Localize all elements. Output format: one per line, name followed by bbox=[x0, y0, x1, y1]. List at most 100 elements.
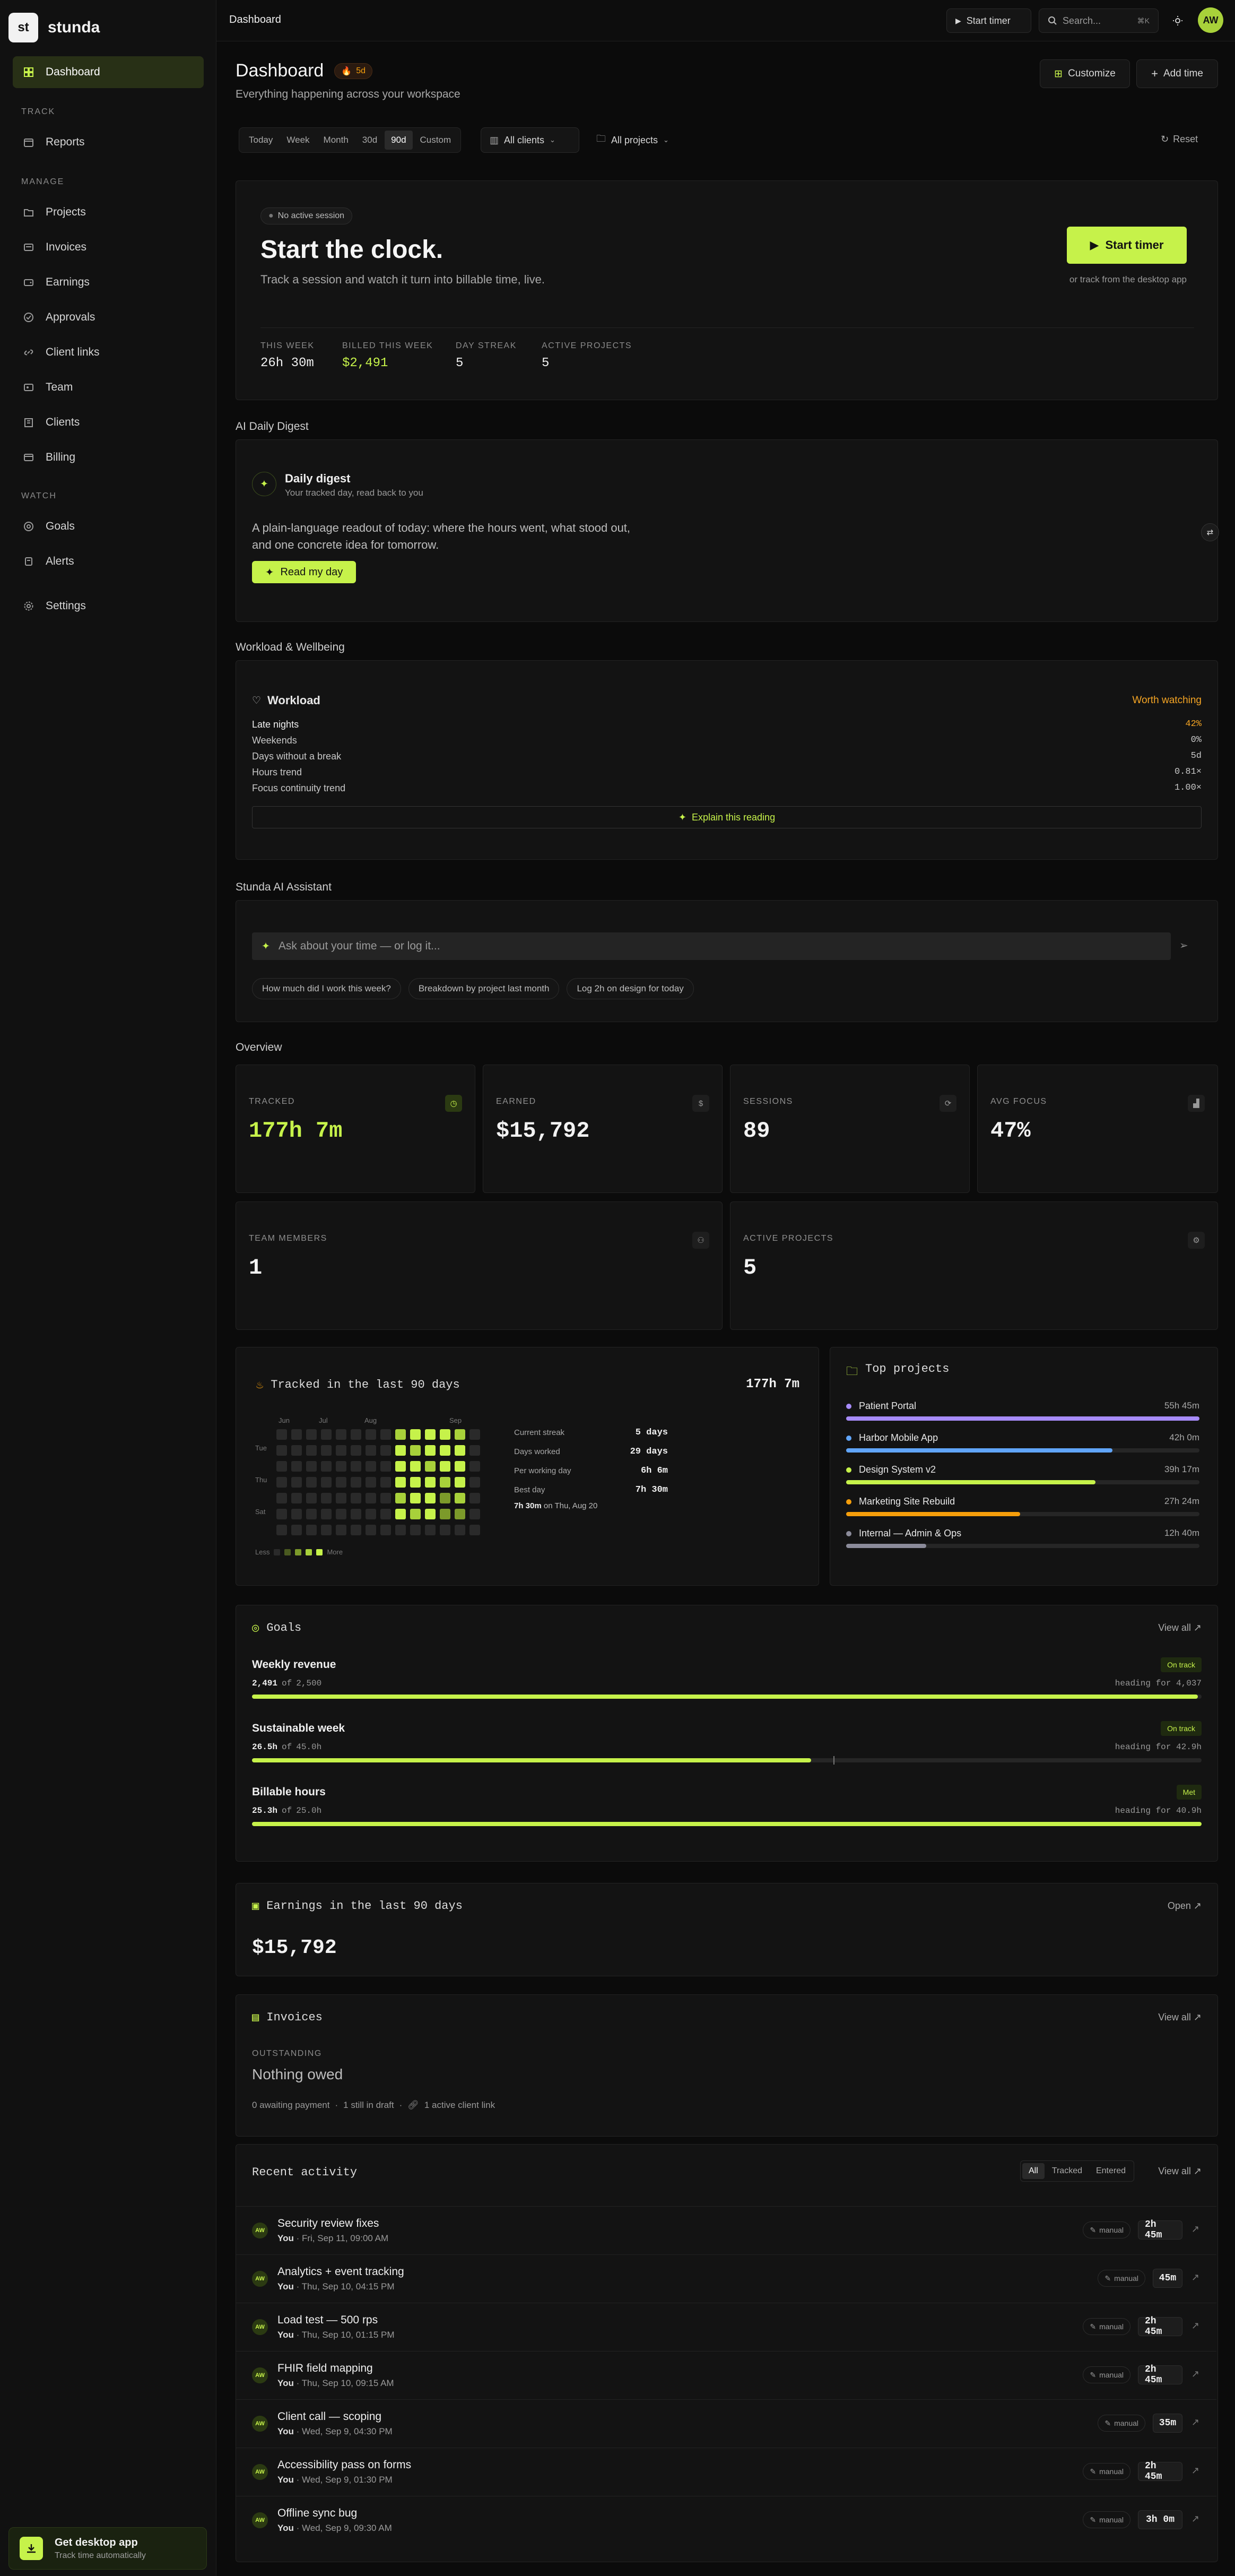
heatmap-cell[interactable] bbox=[425, 1509, 436, 1519]
sidebar-item-client-links[interactable]: Client links bbox=[13, 336, 204, 368]
heatmap-cell[interactable] bbox=[336, 1509, 346, 1519]
open-arrow-icon[interactable]: ↗ bbox=[1191, 2320, 1199, 2331]
activity-row[interactable]: AW Security review fixes You · Fri, Sep 11… bbox=[236, 2206, 1216, 2254]
heatmap-cell[interactable] bbox=[410, 1493, 421, 1503]
heatmap-cell[interactable] bbox=[336, 1445, 346, 1456]
read-my-day-button[interactable]: ✦ Read my day bbox=[252, 561, 356, 583]
range-option[interactable]: Week bbox=[286, 135, 310, 145]
heatmap-cell[interactable] bbox=[291, 1525, 302, 1535]
sidebar-item-earnings[interactable]: Earnings bbox=[13, 266, 204, 298]
heatmap-cell[interactable] bbox=[425, 1493, 436, 1503]
heatmap-cell[interactable] bbox=[291, 1445, 302, 1456]
suggestion-chip[interactable]: How much did I work this week? bbox=[252, 978, 401, 999]
open-arrow-icon[interactable]: ↗ bbox=[1191, 2465, 1199, 2476]
heatmap-cell[interactable] bbox=[455, 1445, 465, 1456]
heatmap-cell[interactable] bbox=[395, 1477, 406, 1488]
activity-row[interactable]: AW Accessibility pass on forms You · Wed, … bbox=[236, 2448, 1216, 2495]
heatmap-cell[interactable] bbox=[410, 1525, 421, 1535]
range-option[interactable]: 30d bbox=[362, 135, 378, 145]
sidebar-item-team[interactable]: Team bbox=[13, 371, 204, 403]
heatmap-cell[interactable] bbox=[469, 1461, 480, 1472]
send-icon[interactable]: ➢ bbox=[1179, 940, 1188, 952]
invoices-view-all-link[interactable]: View all ↗ bbox=[1158, 2012, 1202, 2022]
heatmap-cell[interactable] bbox=[469, 1477, 480, 1488]
activity-row[interactable]: AW FHIR field mapping You · Thu, Sep 10, 0… bbox=[236, 2351, 1216, 2399]
activity-view-all-link[interactable]: View all ↗ bbox=[1158, 2166, 1202, 2176]
heatmap-cell[interactable] bbox=[366, 1461, 376, 1472]
heatmap-cell[interactable] bbox=[380, 1477, 391, 1488]
heatmap-cell[interactable] bbox=[380, 1509, 391, 1519]
hero-start-timer-button[interactable]: ▶ Start timer bbox=[1067, 227, 1187, 264]
heatmap-cell[interactable] bbox=[276, 1525, 287, 1535]
heatmap-cell[interactable] bbox=[366, 1525, 376, 1535]
heatmap-cell[interactable] bbox=[336, 1493, 346, 1503]
heatmap-cell[interactable] bbox=[321, 1525, 332, 1535]
heatmap-cell[interactable] bbox=[321, 1477, 332, 1488]
heatmap-cell[interactable] bbox=[366, 1493, 376, 1503]
reset-filters-button[interactable]: ↻ Reset bbox=[1161, 134, 1198, 145]
heatmap-cell[interactable] bbox=[395, 1445, 406, 1456]
activity-row[interactable]: AW Load test — 500 rps You · Thu, Sep 10, … bbox=[236, 2303, 1216, 2350]
clients-dropdown[interactable]: ▥ All clients ⌄ bbox=[481, 127, 579, 153]
heatmap-cell[interactable] bbox=[455, 1509, 465, 1519]
heatmap-cell[interactable] bbox=[410, 1429, 421, 1440]
brand[interactable]: st stunda bbox=[8, 13, 100, 42]
heatmap-cell[interactable] bbox=[469, 1509, 480, 1519]
heatmap-cell[interactable] bbox=[440, 1493, 450, 1503]
heatmap-cell[interactable] bbox=[366, 1509, 376, 1519]
heatmap-cell[interactable] bbox=[351, 1461, 361, 1472]
heatmap-cell[interactable] bbox=[455, 1477, 465, 1488]
heatmap-cell[interactable] bbox=[425, 1445, 436, 1456]
add-time-button[interactable]: + Add time bbox=[1136, 59, 1218, 88]
heatmap-cell[interactable] bbox=[425, 1477, 436, 1488]
heatmap-cell[interactable] bbox=[306, 1477, 317, 1488]
heatmap-cell[interactable] bbox=[366, 1445, 376, 1456]
range-option[interactable]: Month bbox=[323, 135, 349, 145]
heatmap-cell[interactable] bbox=[276, 1477, 287, 1488]
open-arrow-icon[interactable]: ↗ bbox=[1191, 2417, 1199, 2427]
heatmap-cell[interactable] bbox=[440, 1525, 450, 1535]
heatmap-cell[interactable] bbox=[395, 1493, 406, 1503]
heatmap-cell[interactable] bbox=[425, 1525, 436, 1535]
heatmap-cell[interactable] bbox=[410, 1477, 421, 1488]
activity-row[interactable]: AW Analytics + event tracking You · Thu, S… bbox=[236, 2254, 1216, 2302]
heatmap-cell[interactable] bbox=[395, 1461, 406, 1472]
heatmap-cell[interactable] bbox=[380, 1445, 391, 1456]
heatmap-cell[interactable] bbox=[306, 1525, 317, 1535]
sidebar-item-settings[interactable]: Settings bbox=[13, 590, 204, 622]
heatmap-cell[interactable] bbox=[321, 1445, 332, 1456]
heatmap-cell[interactable] bbox=[321, 1509, 332, 1519]
heatmap-cell[interactable] bbox=[455, 1461, 465, 1472]
heatmap-cell[interactable] bbox=[455, 1525, 465, 1535]
tab-tracked[interactable]: Tracked bbox=[1051, 2166, 1082, 2175]
heatmap-cell[interactable] bbox=[395, 1509, 406, 1519]
heatmap-cell[interactable] bbox=[336, 1477, 346, 1488]
explain-reading-button[interactable]: ✦ Explain this reading bbox=[252, 806, 1202, 828]
heatmap-cell[interactable] bbox=[351, 1429, 361, 1440]
tab-all[interactable]: All bbox=[1022, 2163, 1045, 2179]
heatmap-cell[interactable] bbox=[469, 1525, 480, 1535]
goals-view-all-link[interactable]: View all ↗ bbox=[1158, 1622, 1202, 1633]
heatmap-cell[interactable] bbox=[380, 1525, 391, 1535]
heatmap-cell[interactable] bbox=[291, 1461, 302, 1472]
theme-toggle-button[interactable] bbox=[1166, 8, 1189, 33]
assistant-input[interactable]: ✦ Ask about your time — or log it... bbox=[252, 932, 1171, 960]
sidebar-item-approvals[interactable]: Approvals bbox=[13, 301, 204, 333]
heatmap-cell[interactable] bbox=[425, 1429, 436, 1440]
heatmap-cell[interactable] bbox=[291, 1509, 302, 1519]
heatmap-cell[interactable] bbox=[306, 1445, 317, 1456]
heatmap-cell[interactable] bbox=[469, 1493, 480, 1503]
heatmap-cell[interactable] bbox=[440, 1445, 450, 1456]
heatmap-cell[interactable] bbox=[469, 1445, 480, 1456]
heatmap-cell[interactable] bbox=[469, 1429, 480, 1440]
activity-row[interactable]: AW Client call — scoping You · Wed, Sep 9,… bbox=[236, 2399, 1216, 2447]
search-input[interactable]: Search... ⌘K bbox=[1039, 8, 1159, 33]
earnings-open-link[interactable]: Open ↗ bbox=[1167, 1900, 1202, 1911]
sidebar-item-alerts[interactable]: Alerts bbox=[13, 546, 204, 577]
heatmap-cell[interactable] bbox=[291, 1477, 302, 1488]
heatmap-cell[interactable] bbox=[336, 1429, 346, 1440]
heatmap-cell[interactable] bbox=[336, 1525, 346, 1535]
range-option[interactable]: Today bbox=[249, 135, 273, 145]
sidebar-item-projects[interactable]: Projects bbox=[13, 196, 204, 228]
tab-entered[interactable]: Entered bbox=[1095, 2166, 1126, 2175]
